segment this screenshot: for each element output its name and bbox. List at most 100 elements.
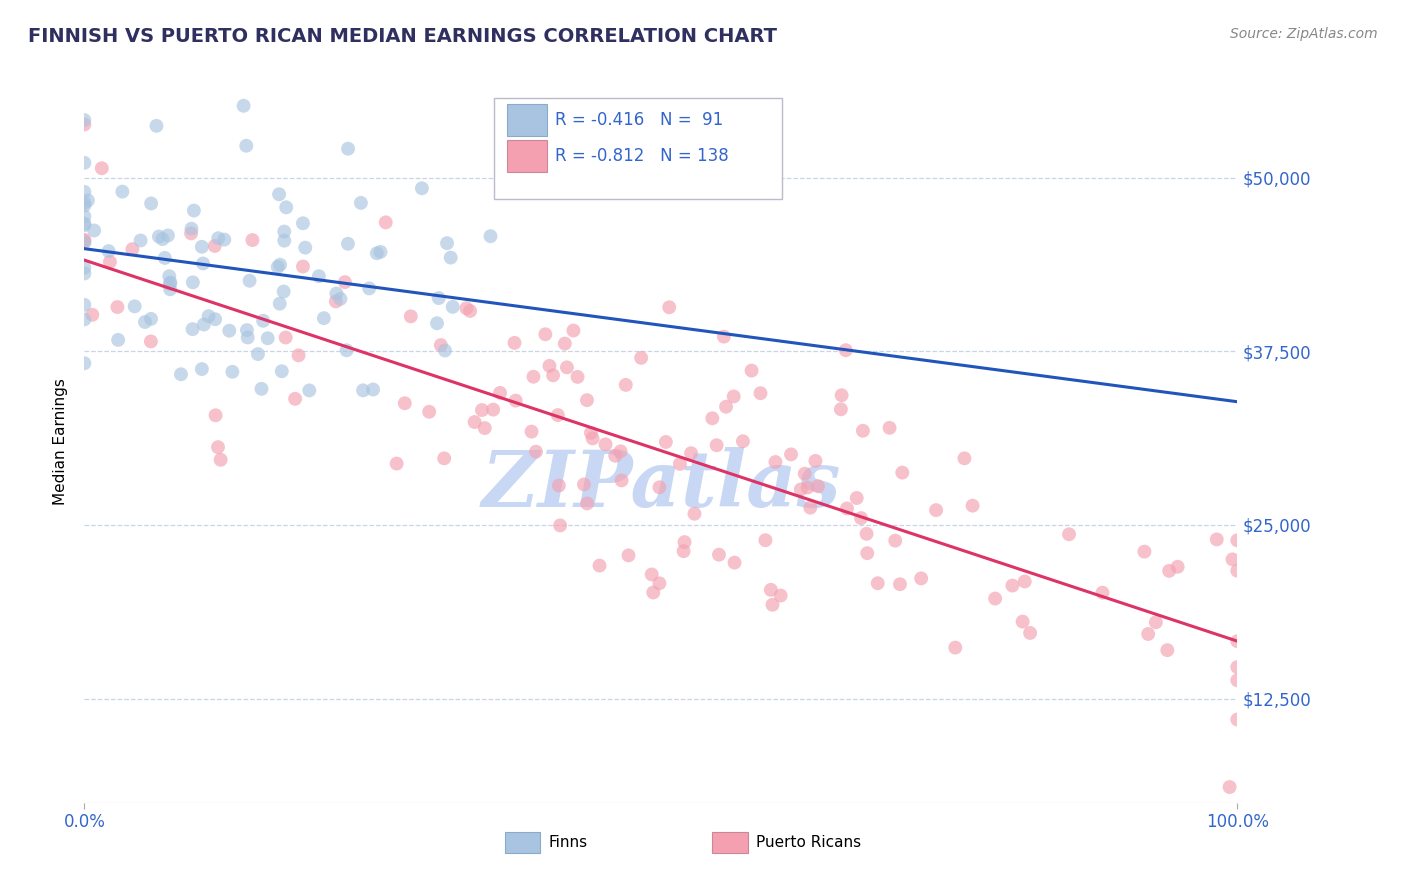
Point <box>325 286 347 301</box>
Point <box>336 343 359 358</box>
Point <box>239 274 262 288</box>
Point <box>153 251 176 265</box>
Point <box>780 447 803 461</box>
Point <box>73 198 96 212</box>
Point <box>441 300 464 314</box>
Text: R = -0.416   N =  91: R = -0.416 N = 91 <box>555 111 723 129</box>
Point <box>910 571 932 585</box>
Point <box>713 329 735 343</box>
Point <box>1226 564 1249 578</box>
Point <box>107 300 129 314</box>
Point <box>291 260 314 274</box>
Point <box>830 402 852 417</box>
Point <box>90 161 112 176</box>
Point <box>641 567 664 582</box>
Point <box>1226 660 1249 674</box>
Point <box>1167 559 1189 574</box>
Point <box>799 500 821 515</box>
Point <box>769 589 792 603</box>
Point <box>191 256 214 270</box>
Point <box>458 304 481 318</box>
Point <box>107 333 129 347</box>
Point <box>77 194 100 208</box>
Point <box>669 457 692 471</box>
Point <box>1133 544 1156 558</box>
Point <box>617 549 640 563</box>
Point <box>609 444 631 458</box>
Point <box>522 369 544 384</box>
Point <box>236 323 259 337</box>
Point <box>250 382 273 396</box>
Point <box>207 440 229 454</box>
Point <box>111 185 134 199</box>
Point <box>73 298 96 312</box>
Point <box>139 334 162 349</box>
Point <box>456 301 478 316</box>
Point <box>1205 533 1227 547</box>
Point <box>267 260 290 274</box>
Point <box>426 316 449 330</box>
Point <box>835 343 858 358</box>
Point <box>157 269 180 284</box>
Point <box>73 217 96 231</box>
Point <box>427 291 450 305</box>
Point <box>73 233 96 247</box>
Point <box>643 585 665 599</box>
Point <box>471 403 494 417</box>
Point <box>575 393 598 408</box>
Point <box>984 591 1007 606</box>
Point <box>73 196 96 211</box>
Point <box>723 556 745 570</box>
Point <box>193 318 215 332</box>
Point <box>232 99 254 113</box>
Point <box>796 481 818 495</box>
Point <box>555 360 578 375</box>
Point <box>683 507 706 521</box>
Point <box>852 424 875 438</box>
Point <box>361 383 384 397</box>
Point <box>209 452 232 467</box>
Point <box>567 370 589 384</box>
Point <box>925 503 948 517</box>
Point <box>731 434 754 449</box>
Point <box>336 236 359 251</box>
Point <box>159 277 181 291</box>
Point <box>124 299 146 313</box>
Point <box>180 221 202 235</box>
Point <box>891 466 914 480</box>
Point <box>433 451 456 466</box>
Point <box>156 228 179 243</box>
Point <box>866 576 889 591</box>
Point <box>269 296 291 310</box>
Point <box>595 437 617 451</box>
Point <box>754 533 776 548</box>
Point <box>672 544 695 558</box>
Point <box>214 233 236 247</box>
Point <box>953 451 976 466</box>
Point <box>1226 832 1249 847</box>
Point <box>170 368 193 382</box>
Point <box>139 311 162 326</box>
Point <box>267 187 290 202</box>
Point <box>505 393 527 408</box>
Point <box>385 457 408 471</box>
Point <box>204 239 226 253</box>
Point <box>337 142 360 156</box>
Point <box>191 240 214 254</box>
Point <box>576 496 599 510</box>
Point <box>291 216 314 230</box>
Point <box>1222 552 1244 566</box>
Point <box>97 244 120 259</box>
Point <box>562 324 585 338</box>
Point <box>648 576 671 591</box>
Point <box>793 467 815 481</box>
Point <box>1014 574 1036 589</box>
Point <box>73 118 96 132</box>
Point <box>183 203 205 218</box>
Point <box>98 255 121 269</box>
Point <box>474 421 496 435</box>
Point <box>152 232 174 246</box>
Point <box>418 405 440 419</box>
Point <box>204 409 226 423</box>
Point <box>765 455 787 469</box>
